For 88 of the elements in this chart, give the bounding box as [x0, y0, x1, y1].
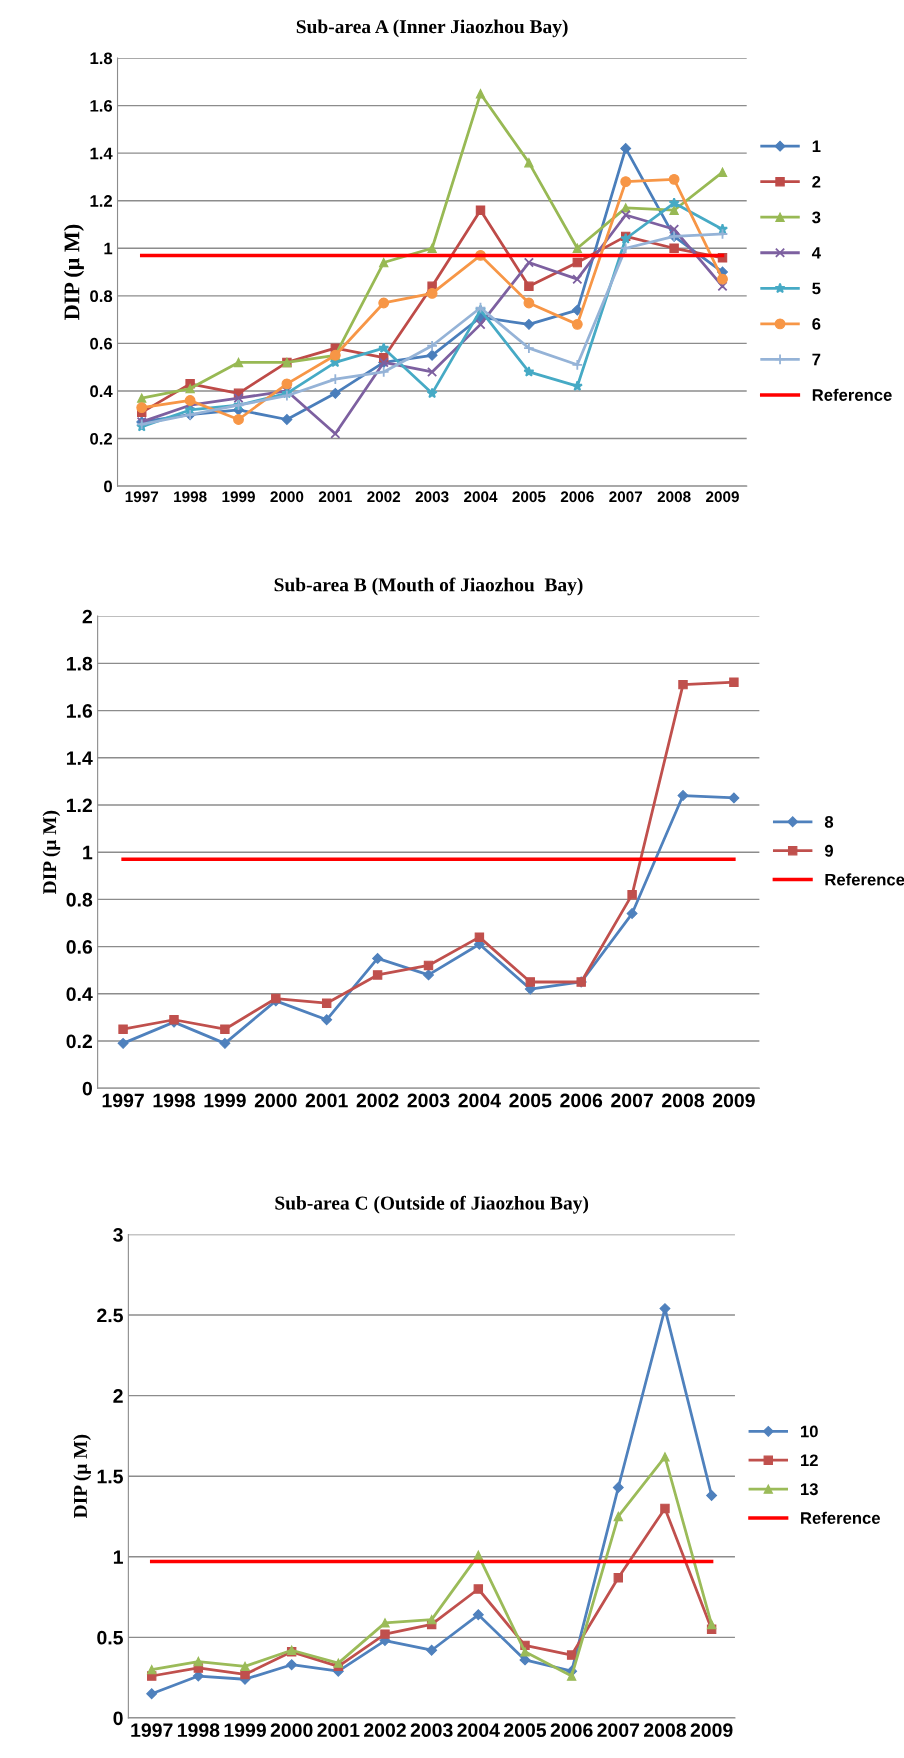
x-tick-label: 2001 — [318, 491, 352, 503]
y-tick-label: 1 — [83, 845, 93, 860]
x-tick-label: 2003 — [407, 1093, 450, 1108]
y-axis-title: DIP (μ M) — [63, 224, 84, 320]
x-tick-label: 2004 — [464, 491, 498, 503]
y-tick-label: 0 — [82, 1081, 92, 1096]
y-tick-label: 1.5 — [97, 1469, 123, 1484]
x-tick-label: 2002 — [367, 491, 401, 503]
y-tick-label: 0.4 — [66, 987, 93, 1002]
y-tick-label: 1.4 — [66, 751, 93, 765]
legend-label: 8 — [824, 815, 834, 828]
legend-label: 13 — [801, 1483, 818, 1496]
x-tick-label: 1998 — [177, 1723, 220, 1738]
x-tick-label: 1997 — [102, 1093, 144, 1108]
y-tick-label: 0.6 — [90, 337, 113, 350]
y-tick-label: 0.4 — [90, 385, 113, 398]
y-tick-label: 0.2 — [66, 1034, 92, 1049]
y-tick-label: 0.5 — [97, 1630, 123, 1645]
chart-title: Sub-area C (Outside of Jiaozhou Bay) — [275, 1195, 589, 1214]
legend-label: 10 — [801, 1425, 818, 1438]
x-tick-label: 2008 — [644, 1723, 686, 1738]
legend-label: 12 — [801, 1454, 818, 1467]
x-tick-label: 2007 — [611, 1093, 653, 1108]
x-tick-label: 2006 — [560, 491, 594, 503]
x-tick-label: 2009 — [706, 491, 739, 503]
x-tick-label: 2004 — [458, 1093, 501, 1108]
legend-label: Reference — [812, 388, 892, 401]
y-tick-label: 2 — [82, 609, 92, 624]
y-tick-label: 0.6 — [66, 940, 93, 954]
legend-label: 7 — [812, 353, 821, 366]
legend-label: 3 — [812, 211, 821, 224]
legend-label: 1 — [812, 140, 821, 152]
y-tick-label: 3 — [113, 1227, 123, 1242]
legend-label: Reference — [825, 873, 904, 886]
x-tick-label: 2008 — [657, 491, 691, 503]
x-tick-label: 2006 — [560, 1093, 603, 1108]
y-tick-label: 0 — [104, 480, 112, 493]
x-tick-label: 2003 — [415, 491, 449, 503]
y-tick-label: 1 — [113, 1550, 123, 1564]
y-tick-label: 1.2 — [66, 798, 92, 813]
y-tick-label: 1.6 — [90, 99, 113, 112]
chart-title: Sub-area B (Mouth of Jiaozhou Bay) — [274, 577, 583, 596]
y-tick-label: 0.8 — [90, 290, 113, 303]
x-tick-label: 2009 — [712, 1093, 755, 1108]
x-tick-label: 2001 — [305, 1093, 348, 1108]
y-axis-title: DIP (μ M) — [73, 1434, 91, 1519]
x-tick-label: 1999 — [204, 1093, 246, 1108]
x-tick-label: 1998 — [174, 491, 207, 503]
y-tick-label: 2 — [113, 1389, 123, 1403]
y-tick-label: 1.6 — [66, 704, 93, 718]
x-tick-label: 2007 — [609, 491, 643, 503]
x-tick-label: 2006 — [550, 1723, 593, 1738]
x-tick-label: 1997 — [125, 491, 159, 503]
x-tick-label: 2002 — [356, 1093, 399, 1108]
y-tick-label: 1.4 — [90, 147, 113, 160]
legend-label: 5 — [812, 282, 821, 295]
chart-title: Sub-area A (Inner Jiaozhou Bay) — [296, 19, 568, 38]
x-tick-label: 2005 — [509, 1093, 552, 1108]
x-tick-label: 2009 — [690, 1723, 733, 1738]
legend-label: 9 — [824, 844, 834, 857]
x-tick-label: 2004 — [457, 1723, 500, 1738]
legend-label: 4 — [811, 247, 821, 259]
y-tick-label: 1.8 — [90, 52, 113, 65]
x-tick-label: 2000 — [254, 1093, 297, 1108]
x-tick-label: 2002 — [364, 1723, 406, 1738]
x-tick-label: 2000 — [270, 491, 304, 503]
x-tick-label: 2000 — [270, 1723, 313, 1738]
y-tick-label: 1.8 — [66, 656, 93, 671]
legend-label: 2 — [812, 175, 821, 188]
y-tick-label: 1.2 — [90, 195, 112, 207]
x-tick-label: 2008 — [662, 1093, 705, 1108]
x-tick-label: 2005 — [504, 1723, 547, 1738]
x-tick-label: 2007 — [597, 1723, 640, 1738]
x-tick-label: 2001 — [317, 1723, 360, 1738]
y-axis-title: DIP (μ M) — [42, 810, 61, 895]
x-tick-label: 1998 — [153, 1093, 196, 1108]
legend-label: Reference — [801, 1511, 880, 1524]
y-tick-label: 2.5 — [97, 1308, 123, 1323]
legend-label: 6 — [812, 318, 821, 330]
x-tick-label: 1997 — [131, 1723, 173, 1738]
x-tick-label: 1999 — [224, 1723, 266, 1738]
x-tick-label: 2003 — [410, 1723, 453, 1738]
y-tick-label: 0.8 — [66, 892, 93, 907]
y-tick-label: 0 — [113, 1711, 123, 1726]
y-tick-label: 1 — [104, 242, 113, 255]
y-tick-label: 0.2 — [90, 432, 112, 445]
x-tick-label: 1999 — [222, 491, 255, 503]
x-tick-label: 2005 — [512, 491, 546, 503]
